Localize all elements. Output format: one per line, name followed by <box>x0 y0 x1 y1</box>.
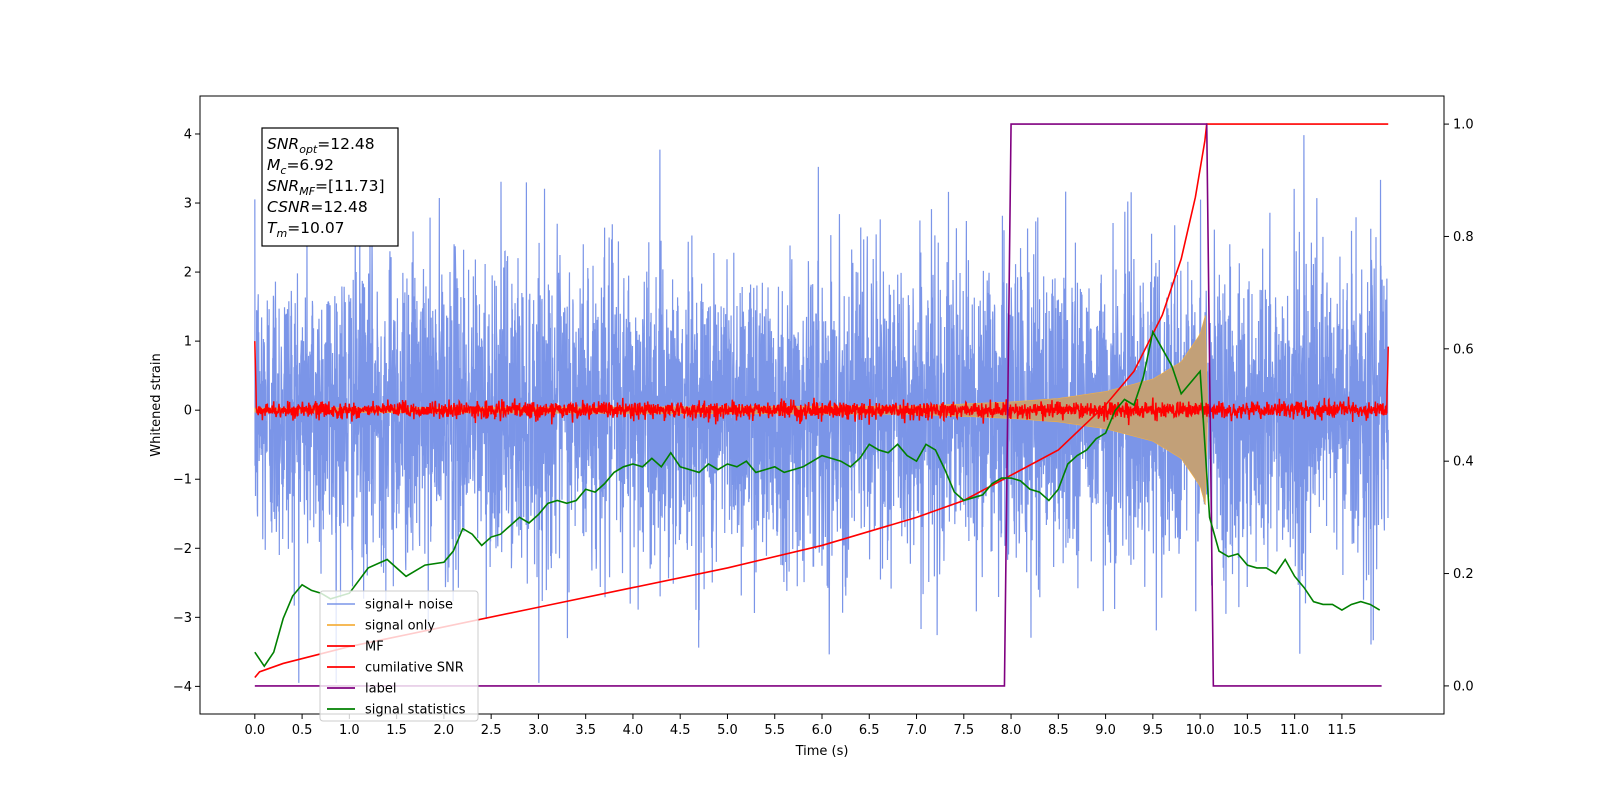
y-left-tick-label: −4 <box>173 680 192 695</box>
y-left-tick-label: 0 <box>184 404 192 419</box>
x-tick-label: 10.5 <box>1233 723 1262 738</box>
y-right-tick-label: 0.8 <box>1453 230 1474 245</box>
x-tick-label: 8.5 <box>1048 723 1069 738</box>
x-tick-label: 1.0 <box>339 723 360 738</box>
x-tick-label: 7.5 <box>953 723 974 738</box>
x-tick-label: 0.5 <box>292 723 313 738</box>
x-tick-label: 10.0 <box>1186 723 1215 738</box>
x-axis-label: Time (s) <box>795 744 849 759</box>
y-left-tick-label: 1 <box>184 335 192 350</box>
legend-entry: label <box>365 682 396 697</box>
info-box-line: CSNR=12.48 <box>267 198 368 216</box>
legend-entry: MF <box>365 640 384 655</box>
legend-entry: signal+ noise <box>365 598 453 613</box>
x-tick-label: 5.0 <box>717 723 738 738</box>
plot-area <box>254 123 1389 687</box>
x-tick-label: 11.5 <box>1327 723 1356 738</box>
x-tick-label: 3.5 <box>575 723 596 738</box>
x-tick-label: 11.0 <box>1280 723 1309 738</box>
x-tick-label: 6.5 <box>859 723 880 738</box>
y-left-tick-label: 2 <box>184 266 192 281</box>
legend: signal+ noise signal only MF cumilative SNR… <box>319 590 479 722</box>
legend-frame <box>319 590 479 722</box>
y-left-tick-label: −2 <box>173 542 192 557</box>
y-left-tick-label: 4 <box>184 127 192 142</box>
y-left-tick-label: 3 <box>184 197 192 212</box>
x-tick-label: 9.0 <box>1095 723 1116 738</box>
x-tick-label: 6.0 <box>812 723 833 738</box>
legend-entry: cumilative SNR <box>365 661 464 676</box>
info-box: SNRopt=12.48Mc=6.92SNRMF=[11.73]CSNR=12.… <box>261 127 399 247</box>
y-left-tick-label: −3 <box>173 611 192 626</box>
x-tick-label: 4.5 <box>670 723 691 738</box>
x-tick-label: 8.0 <box>1001 723 1022 738</box>
x-tick-label: 1.5 <box>386 723 407 738</box>
x-tick-label: 0.0 <box>244 723 265 738</box>
x-tick-label: 9.5 <box>1143 723 1164 738</box>
info-box-frame <box>261 127 399 247</box>
series-label <box>254 123 1382 687</box>
series-mf <box>254 341 1389 426</box>
info-box-line: Mc=6.92 <box>267 156 334 177</box>
info-box-line: SNRopt=12.48 <box>267 135 375 156</box>
info-box-line: SNRMF=[11.73] <box>267 177 385 198</box>
y-right-tick-label: 0.2 <box>1453 567 1474 582</box>
y-right-tick-label: 0.0 <box>1453 679 1474 694</box>
x-tick-label: 2.0 <box>434 723 455 738</box>
legend-entry: signal only <box>365 619 435 634</box>
y-right-tick-label: 0.4 <box>1453 455 1474 470</box>
y-left-tick-label: −1 <box>173 473 192 488</box>
y-right-tick-label: 1.0 <box>1453 118 1474 133</box>
y-right-tick-label: 0.6 <box>1453 342 1474 357</box>
x-tick-label: 2.5 <box>481 723 502 738</box>
axis-ticks: 0.0 0.5 1.0 1.5 2.0 2.5 3.0 3.5 4.0 4.5 5.0 5.5 6.0 6… <box>173 118 1474 738</box>
x-tick-label: 3.0 <box>528 723 549 738</box>
x-tick-label: 4.0 <box>623 723 644 738</box>
x-tick-label: 5.5 <box>764 723 785 738</box>
x-tick-label: 7.0 <box>906 723 927 738</box>
y-axis-label: Whitened strain <box>149 353 164 456</box>
legend-entry: signal statistics <box>365 703 466 718</box>
series-signal-statistics <box>254 329 1381 668</box>
info-box-line: Tm=10.07 <box>267 219 345 240</box>
